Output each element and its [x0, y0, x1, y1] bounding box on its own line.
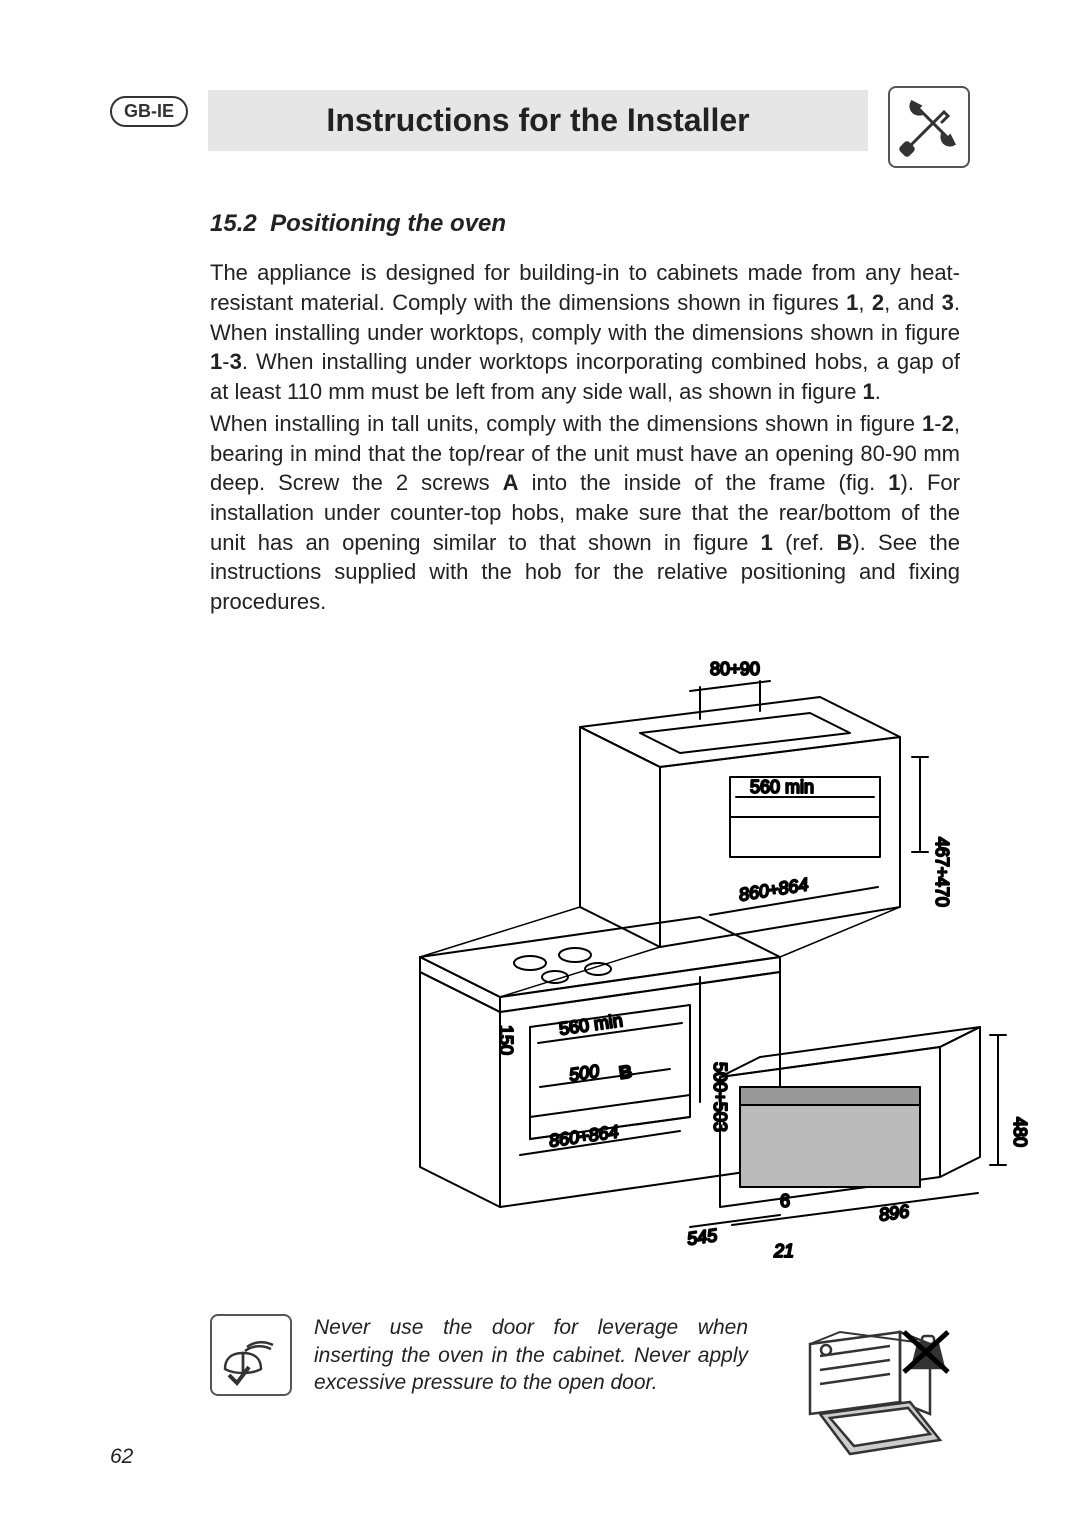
section-number: 15.2 — [210, 210, 257, 237]
warning-text: Never use the door for leverage when ins… — [314, 1314, 748, 1396]
dim-lower-width: 560 min — [558, 1010, 624, 1039]
page-number: 62 — [110, 1445, 133, 1469]
paragraph-2: When installing in tall units, comply wi… — [210, 409, 960, 617]
installation-diagram: 80÷90 560 min 467÷470 860÷864 — [380, 647, 1080, 1305]
wrench-screwdriver-icon — [888, 86, 970, 168]
dim-upper-right-height: 467÷470 — [932, 837, 952, 907]
dim-appliance-gap: 6 — [780, 1191, 790, 1211]
dim-lower-left-clearance: 150 — [496, 1025, 516, 1055]
dim-top-gap: 80÷90 — [710, 659, 760, 679]
section-heading: 15.2 Positioning the oven — [210, 208, 960, 240]
oven-door-no-weight-icon: Kg — [790, 1314, 960, 1464]
dim-ref-b: B — [618, 1061, 634, 1083]
dim-appliance-width: 896 — [878, 1200, 912, 1224]
dim-upper-width: 560 min — [750, 777, 814, 797]
dim-bottom-clearance: 21 — [773, 1241, 794, 1261]
dim-lower-bottom-depth: 545 — [686, 1224, 720, 1248]
region-badge: GB-IE — [110, 96, 188, 127]
manual-checkmark-icon — [210, 1314, 292, 1396]
dim-lower-front-depth: 500 — [568, 1061, 601, 1085]
dim-lower-depth: 860÷864 — [548, 1121, 620, 1151]
section-title: Positioning the oven — [270, 210, 506, 237]
page-title: Instructions for the Installer — [208, 90, 868, 151]
paragraph-1: The appliance is designed for building-i… — [210, 258, 960, 406]
dim-appliance-height: 480 — [1010, 1117, 1030, 1147]
